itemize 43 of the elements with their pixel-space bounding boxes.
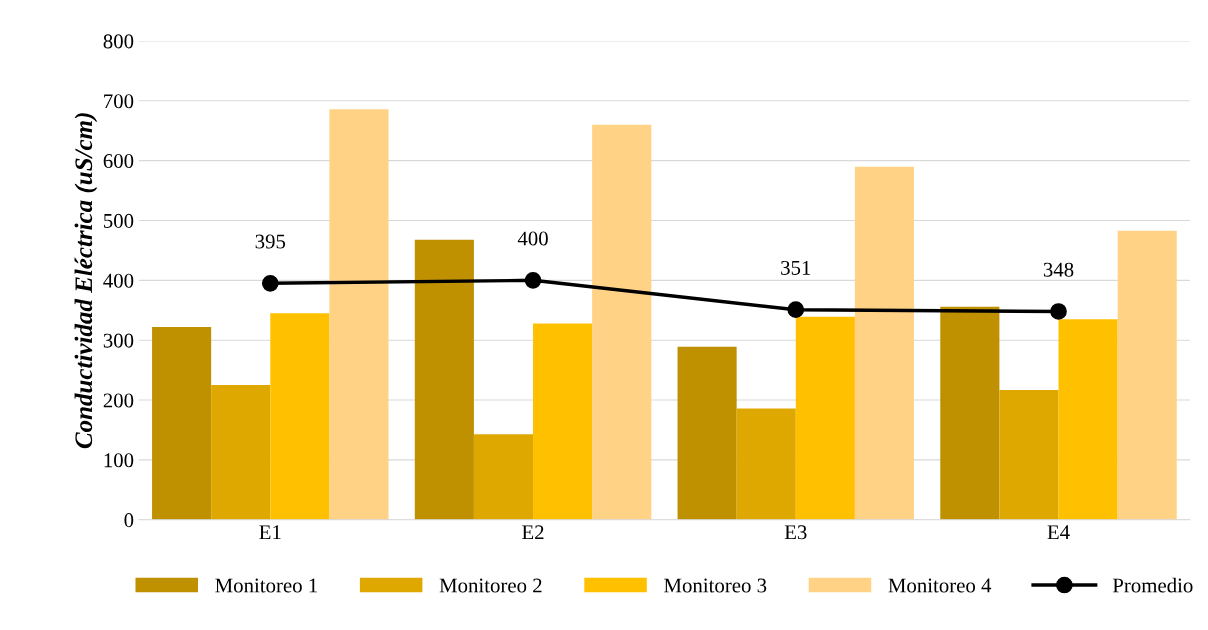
legend-label: Promedio xyxy=(1112,577,1193,593)
y-tick-label: 400 xyxy=(103,273,134,288)
legend-label: Monitoreo 4 xyxy=(888,578,992,593)
bar xyxy=(211,385,271,520)
bar xyxy=(1117,230,1177,520)
bar xyxy=(592,124,652,520)
bar xyxy=(854,166,914,520)
x-tick-label: E1 xyxy=(259,525,281,540)
bar xyxy=(795,316,855,520)
x-tick-label: E4 xyxy=(1047,525,1070,540)
data-label: 395 xyxy=(255,234,286,249)
legend-label: Monitoreo 1 xyxy=(215,578,317,593)
bar xyxy=(414,239,474,520)
bar xyxy=(270,313,330,520)
bar xyxy=(473,434,534,520)
bar xyxy=(1058,319,1118,520)
bar xyxy=(152,327,212,520)
bar xyxy=(999,389,1059,520)
data-label: 348 xyxy=(1043,262,1074,277)
data-label: 351 xyxy=(781,260,811,275)
bar xyxy=(533,323,593,520)
y-tick-label: 800 xyxy=(103,34,134,49)
data-label: 400 xyxy=(517,231,548,246)
y-tick-label: 0 xyxy=(124,513,134,528)
point xyxy=(787,301,805,319)
x-tick-label: E2 xyxy=(522,525,544,540)
bar xyxy=(329,109,389,520)
bar xyxy=(677,346,737,520)
y-tick-label: 300 xyxy=(103,333,134,348)
y-axis-title: Conductividad Eléctrica (uS/cm) xyxy=(74,113,98,449)
point xyxy=(261,275,279,292)
point xyxy=(524,272,542,289)
y-tick-label: 200 xyxy=(103,393,134,408)
legend-label: Monitoreo 3 xyxy=(664,578,767,593)
y-tick-label: 700 xyxy=(104,94,134,109)
y-tick-label: 600 xyxy=(103,154,134,169)
y-tick-label: 100 xyxy=(104,453,134,468)
bar xyxy=(940,306,1000,520)
bar xyxy=(736,408,796,520)
point xyxy=(1050,303,1067,320)
legend-label: Monitoreo 2 xyxy=(439,578,542,593)
y-tick-label: 500 xyxy=(104,213,134,228)
x-tick-label: E3 xyxy=(784,525,807,540)
